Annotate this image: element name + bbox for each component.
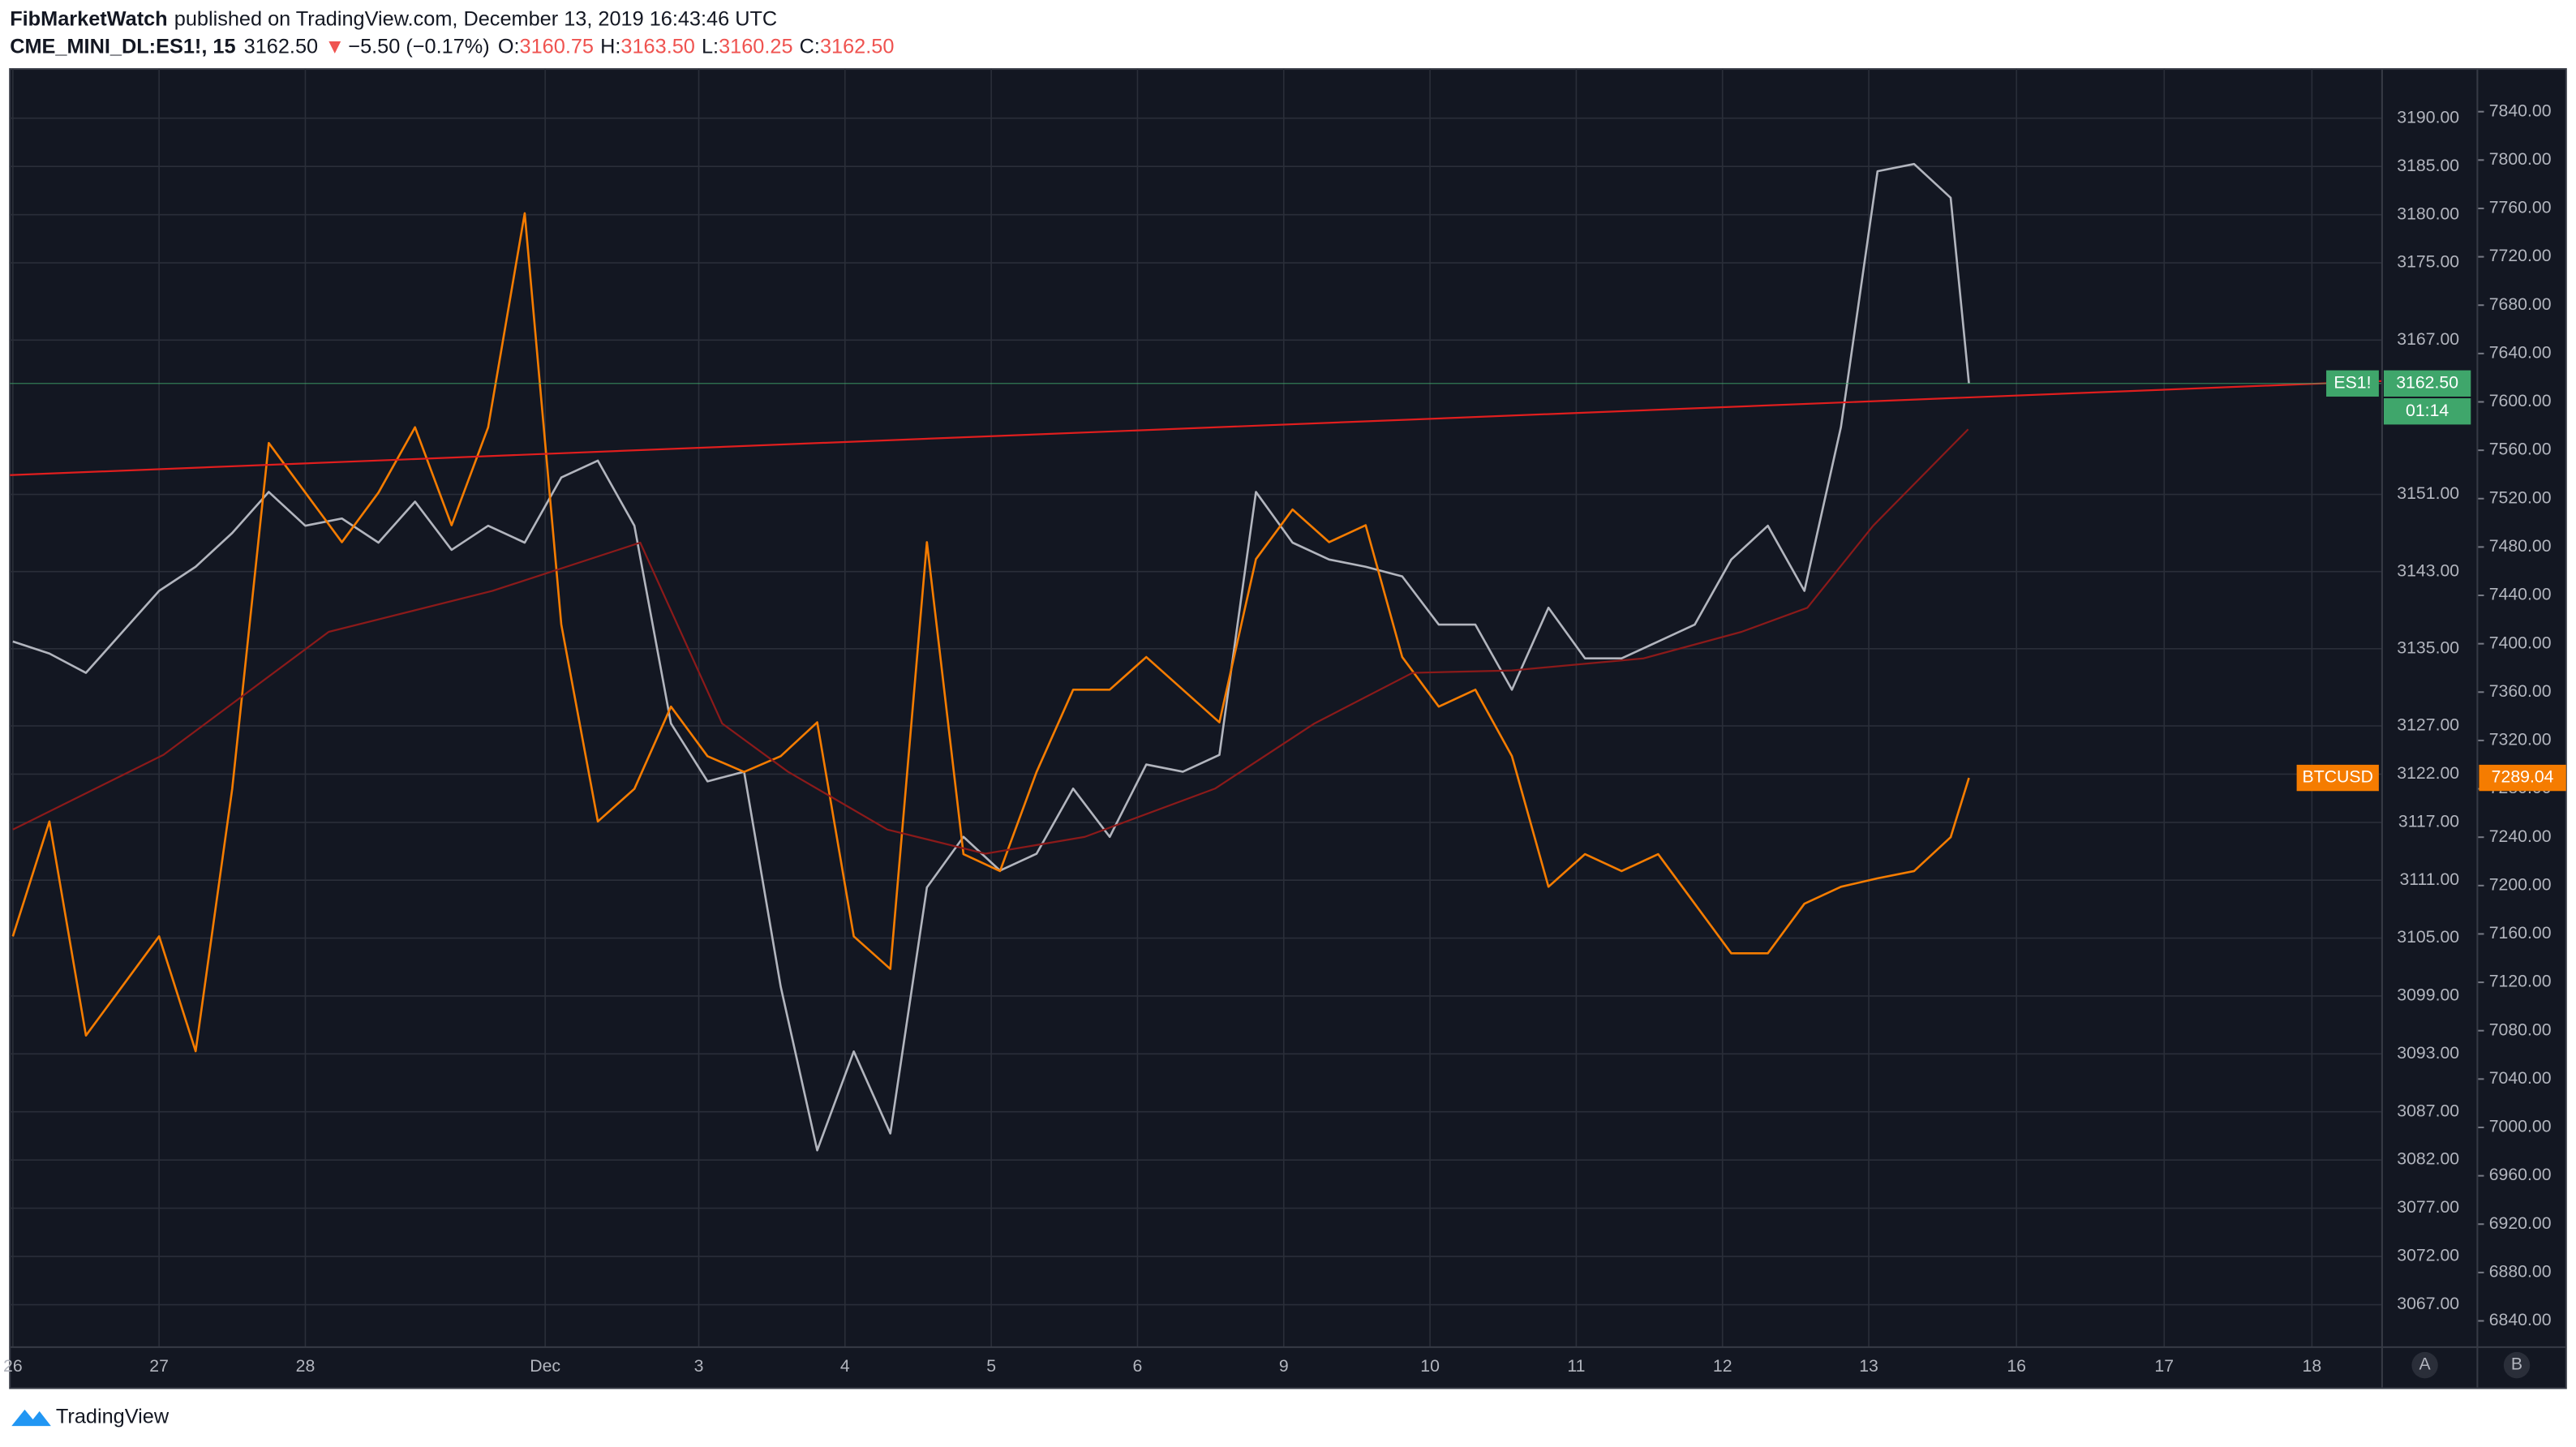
y2-tick-label: 7760.00 bbox=[2489, 198, 2552, 217]
y2-tick-label: 7080.00 bbox=[2489, 1020, 2552, 1039]
price-tag bbox=[2383, 370, 2471, 397]
symbol: CME_MINI_DL:ES1!, 15 bbox=[10, 35, 235, 58]
countdown-label: 01:14 bbox=[2406, 401, 2449, 420]
y-tick-label: 3105.00 bbox=[2397, 927, 2459, 947]
x-tick-label: 6 bbox=[1133, 1356, 1143, 1376]
x-tick-label: 3 bbox=[694, 1356, 704, 1376]
y2-tick-label: 7600.00 bbox=[2489, 391, 2552, 410]
x-tick-label: 11 bbox=[1567, 1356, 1585, 1376]
series-line bbox=[12, 428, 1969, 855]
y2-tick-label: 7480.00 bbox=[2489, 536, 2552, 556]
axis-button-label[interactable]: A bbox=[2419, 1355, 2432, 1374]
x-tick-label: 16 bbox=[2007, 1356, 2026, 1376]
y-tick-label: 3111.00 bbox=[2399, 869, 2459, 889]
low: 3160.25 bbox=[719, 35, 792, 58]
y2-tick-label: 7800.00 bbox=[2489, 149, 2552, 169]
y-tick-label: 3072.00 bbox=[2397, 1246, 2459, 1265]
y2-tick-label: 6960.00 bbox=[2489, 1165, 2552, 1184]
x-tick-label: 26 bbox=[3, 1356, 23, 1376]
y2-tick-label: 7440.00 bbox=[2489, 585, 2552, 604]
axis-button[interactable] bbox=[2411, 1351, 2438, 1379]
last: 3162.50 bbox=[244, 35, 318, 58]
countdown-tag bbox=[2383, 397, 2471, 425]
price-tag-label: 7289.04 bbox=[2492, 767, 2554, 787]
o-label: O: bbox=[498, 35, 520, 58]
y2-tick-label: 7840.00 bbox=[2489, 101, 2552, 120]
y-tick-label: 3190.00 bbox=[2397, 107, 2459, 127]
y2-tick-label: 6840.00 bbox=[2489, 1310, 2552, 1329]
y-tick-label: 3082.00 bbox=[2397, 1149, 2459, 1169]
high: 3163.50 bbox=[620, 35, 694, 58]
x-tick-label: 28 bbox=[296, 1356, 316, 1376]
y2-tick-label: 7240.00 bbox=[2489, 827, 2552, 846]
c-label: C: bbox=[800, 35, 820, 58]
x-tick-label: 17 bbox=[2154, 1356, 2174, 1376]
change: −5.50 (−0.17%) bbox=[348, 35, 489, 58]
price-tag-label: 3162.50 bbox=[2396, 372, 2458, 392]
y-tick-label: 3180.00 bbox=[2397, 204, 2459, 223]
price-tag bbox=[2479, 764, 2566, 792]
logo-icon bbox=[11, 1409, 51, 1427]
y-tick-label: 3185.00 bbox=[2397, 156, 2459, 175]
x-tick-label: 12 bbox=[1713, 1356, 1732, 1376]
l-label: L: bbox=[702, 35, 719, 58]
x-tick-label: 18 bbox=[2303, 1356, 2322, 1376]
published: published on TradingView.com, December 1… bbox=[174, 7, 777, 30]
x-tick-label: 10 bbox=[1420, 1356, 1440, 1376]
y2-tick-label: 7560.00 bbox=[2489, 440, 2552, 459]
y2-tick-label: 7160.00 bbox=[2489, 923, 2552, 942]
x-tick-label: Dec bbox=[530, 1356, 560, 1376]
y2-tick-label: 7360.00 bbox=[2489, 681, 2552, 701]
y-tick-label: 3067.00 bbox=[2397, 1294, 2459, 1313]
x-tick-label: 13 bbox=[1859, 1356, 1878, 1376]
author: FibMarketWatch bbox=[10, 7, 167, 30]
y-tick-label: 3117.00 bbox=[2398, 811, 2459, 831]
arrow: ▼ bbox=[324, 35, 345, 58]
y-tick-label: 3151.00 bbox=[2397, 483, 2459, 503]
axis-button-label[interactable]: B bbox=[2511, 1355, 2522, 1374]
brand: TradingView bbox=[56, 1406, 170, 1428]
y2-tick-label: 7040.00 bbox=[2489, 1068, 2552, 1088]
series-line bbox=[11, 212, 1970, 1053]
y2-tick-label: 7640.00 bbox=[2489, 342, 2552, 362]
series-line bbox=[10, 380, 2382, 476]
y2-tick-label: 7120.00 bbox=[2489, 972, 2552, 991]
y-tick-label: 3077.00 bbox=[2397, 1197, 2459, 1217]
x-tick-label: 4 bbox=[840, 1356, 850, 1376]
y2-tick-label: 6920.00 bbox=[2489, 1213, 2552, 1233]
close: 3162.50 bbox=[820, 35, 894, 58]
chart: 3190.00 3185.00 3180.00 3175.00 3167.00 3151.… bbox=[3, 69, 2566, 1376]
series-tag-label: ES1! bbox=[2333, 372, 2371, 392]
open: 3160.75 bbox=[520, 35, 594, 58]
y2-tick-label: 7680.00 bbox=[2489, 294, 2552, 314]
x-tick-label: 5 bbox=[986, 1356, 996, 1376]
header-line-2: CME_MINI_DL:ES1!, 15 3162.50 ▼ −5.50 (−0.17… bbox=[10, 35, 894, 58]
y2-tick-label: 6880.00 bbox=[2489, 1261, 2552, 1281]
x-tick-label: 27 bbox=[149, 1356, 169, 1376]
y2-tick-label: 7200.00 bbox=[2489, 874, 2552, 894]
y-tick-label: 3167.00 bbox=[2397, 329, 2459, 349]
h-label: H: bbox=[600, 35, 620, 58]
y2-tick-label: 7720.00 bbox=[2489, 246, 2552, 265]
header-line-1: FibMarketWatch published on TradingView.c… bbox=[10, 7, 777, 30]
series-tag bbox=[2296, 764, 2379, 792]
series-tag bbox=[2326, 370, 2379, 397]
y-tick-label: 3135.00 bbox=[2397, 638, 2459, 657]
y-tick-label: 3127.00 bbox=[2397, 715, 2459, 735]
chart-panel bbox=[9, 68, 2567, 1389]
series-tag-label: BTCUSD bbox=[2303, 767, 2373, 787]
y-tick-label: 3087.00 bbox=[2397, 1101, 2459, 1120]
y-tick-label: 3122.00 bbox=[2397, 763, 2459, 783]
y-tick-label: 3143.00 bbox=[2397, 560, 2459, 580]
y-tick-label: 3175.00 bbox=[2397, 252, 2459, 272]
y2-tick-label: 7520.00 bbox=[2489, 487, 2552, 507]
axis-button[interactable] bbox=[2503, 1351, 2531, 1379]
y2-tick-label: 7000.00 bbox=[2489, 1117, 2552, 1136]
y2-tick-label: 7400.00 bbox=[2489, 633, 2552, 652]
y-tick-label: 3099.00 bbox=[2397, 985, 2459, 1005]
y-tick-label: 3093.00 bbox=[2397, 1043, 2459, 1063]
x-tick-label: 9 bbox=[1279, 1356, 1289, 1376]
y2-tick-label: 7320.00 bbox=[2489, 730, 2552, 749]
